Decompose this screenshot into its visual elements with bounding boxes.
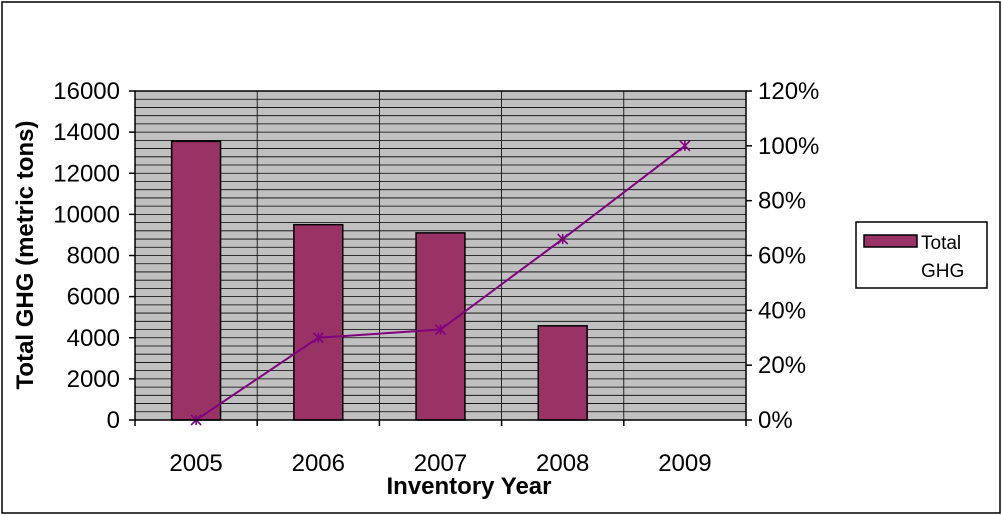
x-tick-label: 2005 (169, 450, 222, 477)
y2-tick-label: 0% (758, 407, 793, 434)
x-axis-title: Inventory Year (387, 473, 552, 500)
y2-tick-label: 100% (758, 133, 819, 160)
y2-tick-label: 60% (758, 243, 806, 270)
y-tick-label: 6000 (67, 284, 120, 311)
line-point-2009 (679, 140, 691, 152)
y-tick-label: 12000 (53, 160, 120, 187)
y-tick-label: 4000 (67, 325, 120, 352)
line-point-2006 (312, 332, 324, 344)
line-point-2008 (557, 233, 569, 245)
y-tick-label: 10000 (53, 201, 120, 228)
y-tick-label: 14000 (53, 119, 120, 146)
y-axis-title: Total GHG (metric tons) (12, 121, 39, 390)
legend-label-line1: Total (921, 233, 961, 254)
legend: Total GHG (855, 221, 988, 289)
x-tick-label: 2006 (292, 450, 345, 477)
y2-tick-label: 120% (758, 78, 819, 105)
legend-swatch-total-ghg (863, 234, 918, 248)
y-tick-label: 2000 (67, 366, 120, 393)
legend-box (855, 221, 988, 289)
bar-2008 (537, 325, 588, 421)
x-tick-label: 2007 (414, 450, 467, 477)
x-tick-label: 2008 (536, 450, 589, 477)
bar-2005 (170, 140, 222, 421)
y2-tick-label: 80% (758, 188, 806, 215)
y-tick-label: 0 (107, 407, 120, 434)
y-tick-label: 16000 (53, 78, 120, 105)
line-point-2007 (434, 323, 447, 336)
axes (129, 90, 752, 426)
y-tick-label: 8000 (67, 243, 120, 270)
legend-label-line2: GHG (921, 261, 964, 282)
bar-2006 (293, 223, 344, 421)
tick-labels: 0 2000 4000 6000 8000 10000 12000 14000 16000 0% 2… (53, 78, 819, 477)
y2-tick-label: 40% (758, 297, 806, 324)
x-tick-label: 2009 (658, 450, 711, 477)
y2-tick-label: 20% (758, 352, 806, 379)
